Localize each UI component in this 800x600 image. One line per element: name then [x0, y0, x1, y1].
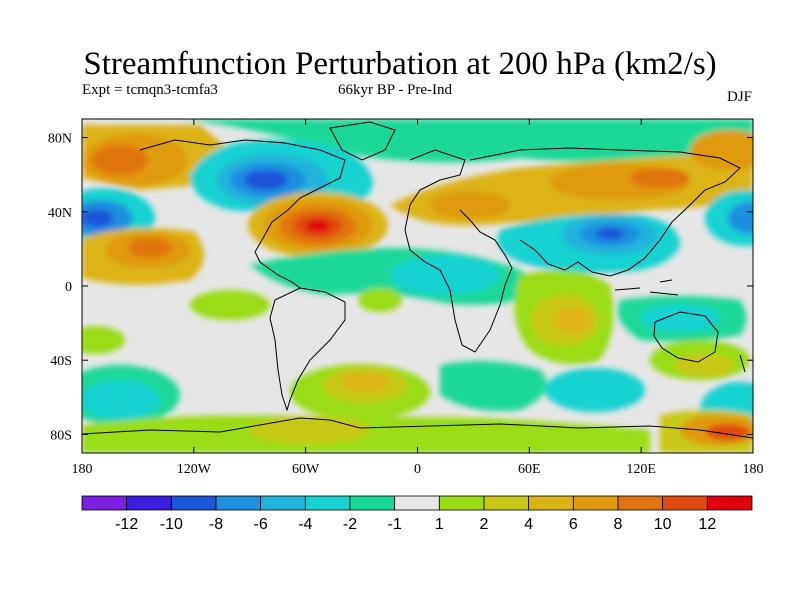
- y-axis: 80N 40N 0 40S 80S: [48, 132, 753, 443]
- y-tick-label: 80N: [48, 132, 72, 147]
- colorbar-swatch: [483, 495, 530, 511]
- colorbar-swatch: [706, 495, 753, 511]
- colorbar-label: -12: [115, 516, 138, 533]
- colorbar-label: -4: [298, 516, 312, 533]
- antarctica-coast: [82, 417, 753, 439]
- colorbar-label: -2: [343, 516, 357, 533]
- season-label: DJF: [726, 89, 752, 105]
- x-tick-label: 180: [72, 462, 93, 477]
- colorbar-label: -6: [254, 516, 268, 533]
- x-tick-label: 0: [414, 462, 421, 477]
- colorbar-label: -1: [388, 516, 402, 533]
- south-america-coast: [269, 287, 346, 412]
- y-tick-label: 80S: [50, 428, 72, 443]
- colorbar-swatch: [528, 495, 574, 511]
- colorbar-swatch: [215, 495, 262, 511]
- indonesia-islands: [614, 279, 679, 296]
- period-label: 66kyr BP - Pre-Ind: [338, 82, 453, 98]
- colorbar-swatch: [662, 495, 708, 511]
- colorbar-swatch: [81, 495, 128, 511]
- x-tick-label: 180: [743, 462, 764, 477]
- colorbar-swatch: [572, 495, 619, 511]
- x-tick-label: 120W: [177, 462, 212, 477]
- colorbar-swatch: [260, 495, 306, 511]
- asia-coast: [469, 147, 741, 277]
- colorbar: -12 -10 -8 -6 -4 -2 -1 1 2 4 6 8 10 12: [81, 495, 753, 533]
- colorbar-swatch: [170, 495, 217, 511]
- map-title: Streamfunction Perturbation at 200 hPa (…: [83, 46, 717, 82]
- colorbar-label: 4: [524, 516, 533, 533]
- new-zealand-coast: [739, 354, 746, 373]
- y-tick-label: 40S: [50, 354, 72, 369]
- colorbar-swatch: [126, 495, 172, 511]
- north-america-coast: [139, 139, 346, 289]
- south-pacific-positive: [190, 290, 270, 320]
- europe-africa-coast: [404, 149, 513, 353]
- x-tick-label: 60W: [292, 462, 320, 477]
- x-tick-label: 120E: [626, 462, 656, 477]
- y-tick-label: 0: [65, 280, 72, 295]
- colorbar-label: 12: [698, 516, 716, 533]
- x-axis: 180 120W 60W 0 60E 120E 180: [72, 119, 764, 477]
- arctic-negative-band: [82, 119, 753, 163]
- coastlines: [82, 121, 753, 439]
- colorbar-swatch: [438, 495, 485, 511]
- y-tick-label: 40N: [48, 206, 72, 221]
- colorbar-label: 6: [569, 516, 578, 533]
- colorbar-label: 10: [654, 516, 672, 533]
- colorbar-swatch: [349, 495, 396, 511]
- colorbar-label: -10: [160, 516, 183, 533]
- colorbar-label: 8: [614, 516, 623, 533]
- colorbar-swatch: [617, 495, 664, 511]
- x-tick-label: 60E: [518, 462, 541, 477]
- colorbar-swatch: [394, 495, 440, 511]
- colorbar-label: 1: [435, 516, 444, 533]
- colorbar-label: -8: [209, 516, 223, 533]
- contour-field: [82, 119, 753, 453]
- colorbar-swatch: [304, 495, 351, 511]
- greenland-coast: [329, 121, 396, 161]
- experiment-label: Expt = tcmqn3-tcmfa3: [82, 82, 218, 98]
- colorbar-label: 2: [480, 516, 489, 533]
- australia-coast: [653, 311, 719, 363]
